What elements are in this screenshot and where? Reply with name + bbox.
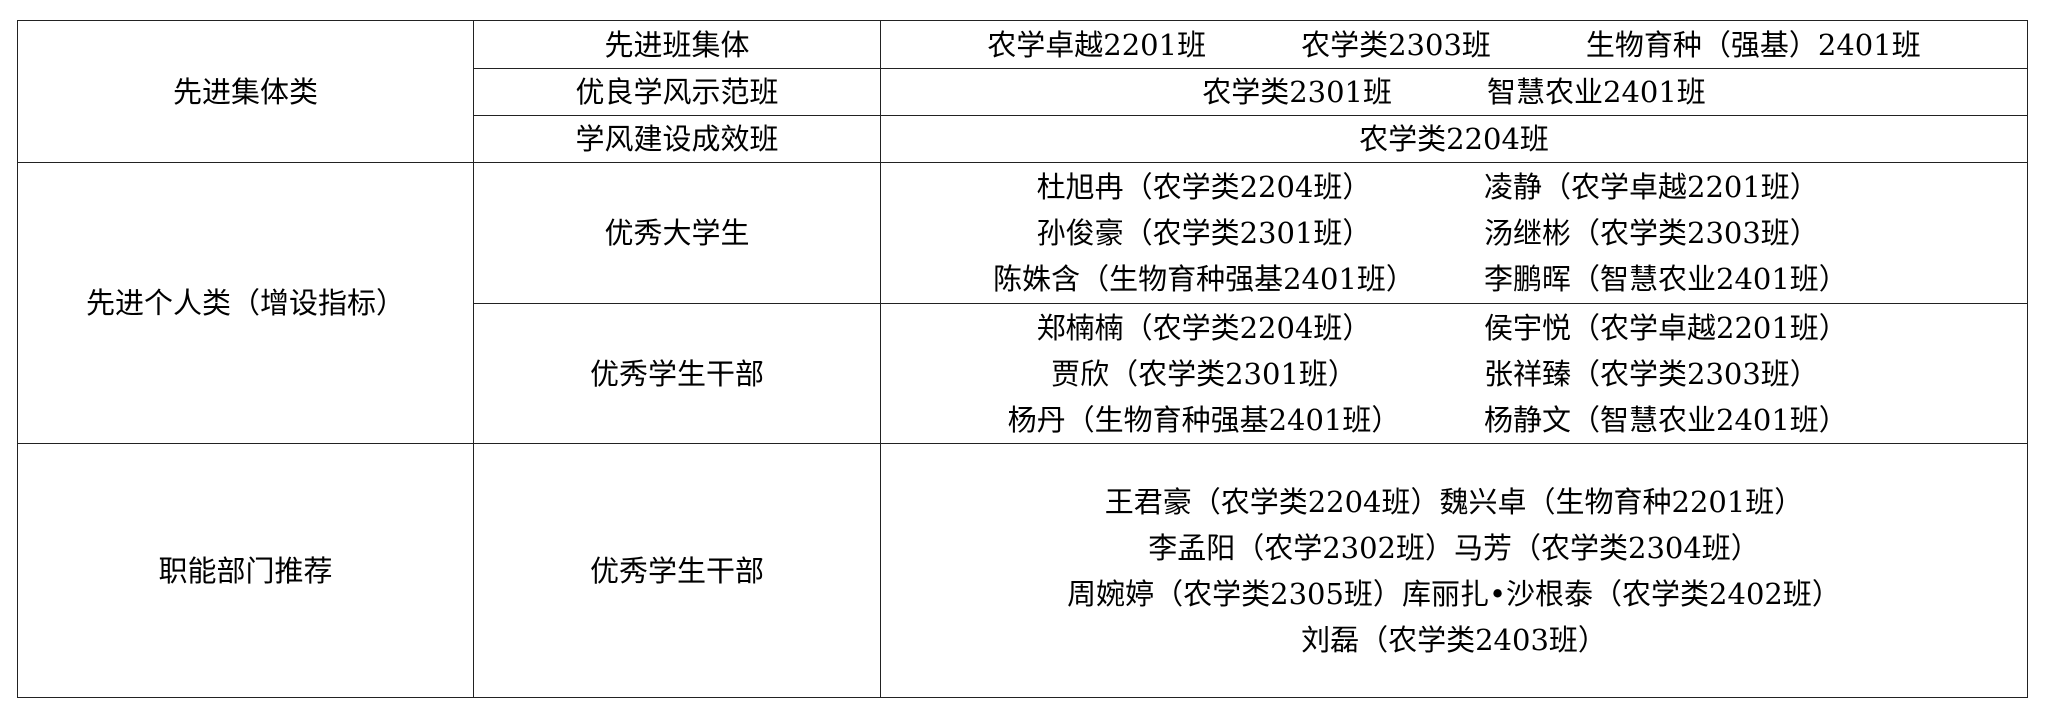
award-cell: 先进班集体 bbox=[473, 20, 881, 69]
name: 凌静（农学卓越2201班） bbox=[1484, 170, 1819, 204]
category-cell: 职能部门推荐 bbox=[17, 443, 474, 698]
names-line: 郑楠楠（农学类2204班） 侯宇悦（农学卓越2201班） bbox=[881, 305, 2027, 351]
name: 农学类2303班 bbox=[1301, 27, 1491, 62]
names-line: 李孟阳（农学2302班） 马芳（农学类2304班） bbox=[881, 525, 2027, 571]
name: 魏兴卓（生物育种2201班） bbox=[1439, 484, 1804, 519]
name: 库丽扎•沙根泰（农学类2402班） bbox=[1401, 576, 1841, 611]
names-line: 陈姝含（生物育种强基2401班） 李鹏晖（智慧农业2401班） bbox=[881, 256, 2027, 302]
name: 马芳（农学类2304班） bbox=[1454, 530, 1760, 565]
table-row: 优良学风示范班 农学类2301班 智慧农业2401班 bbox=[18, 68, 2028, 116]
name: 侯宇悦（农学卓越2201班） bbox=[1484, 310, 1848, 345]
names-line: 王君豪（农学类2204班） 魏兴卓（生物育种2201班） bbox=[881, 479, 2027, 525]
names-line: 刘磊（农学类2403班） bbox=[881, 617, 2027, 663]
name: 生物育种（强基）2401班 bbox=[1585, 27, 1921, 62]
table-row: 学风建设成效班 农学类2204班 bbox=[18, 115, 2028, 163]
name: 汤继彬（农学类2303班） bbox=[1484, 216, 1819, 250]
name: 陈姝含（生物育种强基2401班） bbox=[993, 262, 1415, 296]
name: 杨静文（智慧农业2401班） bbox=[1484, 402, 1848, 437]
name: 农学卓越2201班 bbox=[987, 27, 1207, 62]
names-cell: 郑楠楠（农学类2204班） 侯宇悦（农学卓越2201班） 贾欣（农学类2301班） 张… bbox=[880, 303, 2028, 444]
names-cell: 杜旭冉（农学类2204班） 凌静（农学卓越2201班） 孙俊豪（农学类2301班） 汤… bbox=[880, 162, 2028, 304]
names-line: 孙俊豪（农学类2301班） 汤继彬（农学类2303班） bbox=[881, 210, 2027, 256]
name: 孙俊豪（农学类2301班） bbox=[1036, 216, 1372, 250]
category-cell: 先进集体类 bbox=[17, 20, 474, 163]
award-cell: 学风建设成效班 bbox=[473, 115, 881, 163]
names-cell: 农学卓越2201班 农学类2303班 生物育种（强基）2401班 bbox=[880, 20, 2028, 69]
name: 杜旭冉（农学类2204班） bbox=[1036, 170, 1372, 204]
names-cell: 王君豪（农学类2204班） 魏兴卓（生物育种2201班） 李孟阳（农学2302班）马… bbox=[880, 443, 2028, 698]
table-row: 先进集体类 先进班集体 农学卓越2201班 农学类2303班 生物育种（强基）2401班 bbox=[17, 20, 2028, 163]
names-cell: 农学类2301班 智慧农业2401班 bbox=[880, 68, 2028, 116]
table-row: 职能部门推荐 优秀学生干部 王君豪（农学类2204班） 魏兴卓（生物育种2201班）李… bbox=[17, 443, 2028, 698]
award-cell: 优良学风示范班 bbox=[473, 68, 881, 116]
name: 杨丹（生物育种强基2401班） bbox=[1007, 402, 1401, 437]
award-cell: 优秀大学生 bbox=[473, 162, 881, 304]
names-line: 杜旭冉（农学类2204班） 凌静（农学卓越2201班） bbox=[881, 164, 2027, 210]
name: 张祥臻（农学类2303班） bbox=[1484, 356, 1819, 391]
award-cell: 优秀学生干部 bbox=[473, 303, 881, 444]
category-cell: 先进个人类（增设指标） bbox=[17, 162, 474, 444]
name: 刘磊（农学类2403班） bbox=[1301, 622, 1607, 657]
name: 贾欣（农学类2301班） bbox=[1051, 356, 1357, 391]
names-line: 农学类2301班 智慧农业2401班 bbox=[881, 69, 2027, 115]
name: 农学类2204班 bbox=[1359, 122, 1549, 156]
name: 李孟阳（农学2302班） bbox=[1148, 530, 1454, 565]
name: 农学类2301班 bbox=[1202, 75, 1392, 109]
table-body: 先进集体类 先进班集体 农学卓越2201班 农学类2303班 生物育种（强基）2401班… bbox=[17, 20, 2028, 698]
names-line: 杨丹（生物育种强基2401班） 杨静文（智慧农业2401班） bbox=[881, 397, 2027, 443]
award-cell: 优秀学生干部 bbox=[473, 443, 881, 698]
names-line: 周婉婷（农学类2305班） 库丽扎•沙根泰（农学类2402班） bbox=[881, 571, 2027, 617]
names-line: 农学卓越2201班 农学类2303班 生物育种（强基）2401班 bbox=[881, 22, 2027, 68]
names-cell: 农学类2204班 bbox=[880, 115, 2028, 163]
names-line: 农学类2204班 bbox=[881, 116, 2027, 162]
award-table: 先进集体类 先进班集体 农学卓越2201班 农学类2303班 生物育种（强基）2401班… bbox=[17, 20, 2028, 698]
table-row: 先进个人类（增设指标） 优秀大学生 杜旭冉（农学类2204班） 凌静（农学卓越2201… bbox=[17, 162, 2028, 444]
names-line: 贾欣（农学类2301班） 张祥臻（农学类2303班） bbox=[881, 351, 2027, 397]
name: 李鹏晖（智慧农业2401班） bbox=[1484, 262, 1848, 296]
name: 郑楠楠（农学类2204班） bbox=[1036, 310, 1372, 345]
name: 智慧农业2401班 bbox=[1487, 75, 1706, 109]
table-row: 优秀学生干部 郑楠楠（农学类2204班） 侯宇悦（农学卓越2201班） 贾欣（农学类2… bbox=[18, 303, 2028, 444]
name: 王君豪（农学类2204班） bbox=[1104, 484, 1440, 519]
name: 周婉婷（农学类2305班） bbox=[1067, 576, 1402, 611]
